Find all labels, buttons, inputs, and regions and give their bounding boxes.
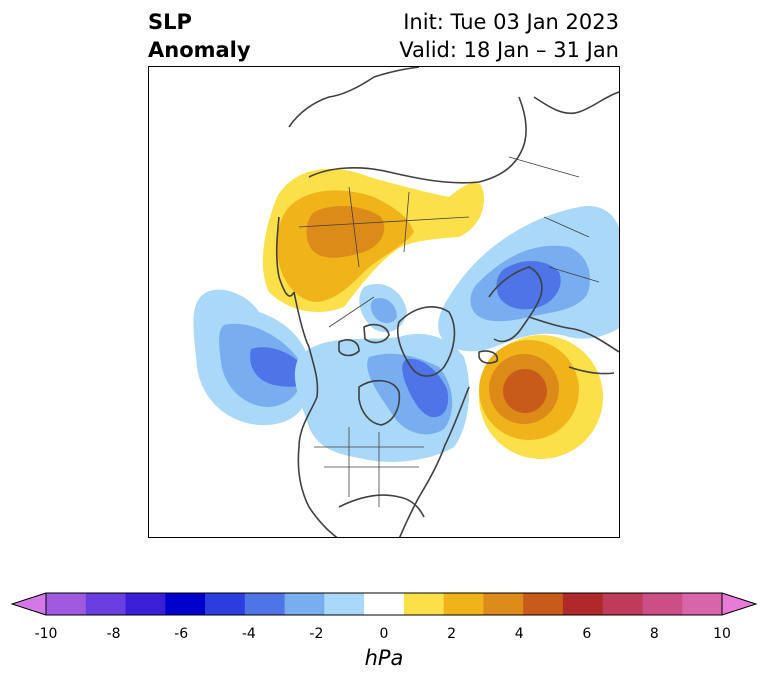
colorbar-outline <box>45 592 723 616</box>
title-line-2: Anomaly <box>148 38 251 62</box>
colorbar-tick-label: 6 <box>582 626 592 642</box>
colorbar-segment <box>483 593 524 615</box>
colorbar-tick-label: -8 <box>106 626 121 642</box>
colorbar-tick-label: -4 <box>241 626 256 642</box>
colorbar-tick-label: -6 <box>174 626 189 642</box>
colorbar-tick-label: 2 <box>447 626 457 642</box>
init-date: Init: Tue 03 Jan 2023 <box>403 10 619 34</box>
colorbar <box>10 592 758 616</box>
anomaly-map <box>148 66 620 538</box>
colorbar-segment <box>284 593 325 615</box>
colorbar-tick-label: 10 <box>713 626 731 642</box>
colorbar-segment <box>46 593 87 615</box>
colorbar-label: hPa <box>364 646 404 670</box>
colorbar-segment <box>205 593 246 615</box>
colorbar-segment <box>562 593 604 615</box>
colorbar-segment <box>364 593 405 615</box>
colorbar-segment <box>523 593 564 615</box>
colorbar-extend-high <box>722 593 756 615</box>
colorbar-left-extend <box>10 592 47 616</box>
borders <box>298 156 600 507</box>
colorbar-segment <box>165 593 206 615</box>
colorbar-tick-label: 8 <box>649 626 659 642</box>
colorbar-segment <box>403 593 445 615</box>
coastlines <box>275 67 619 537</box>
colorbar-segments <box>12 593 756 615</box>
negative-anomaly-gulf-of-alaska <box>193 289 310 426</box>
colorbar-segment <box>125 593 166 615</box>
colorbar-segment <box>324 593 365 615</box>
positive-anomaly-north-asia <box>262 168 485 312</box>
valid-range: Valid: 18 Jan – 31 Jan <box>399 38 619 62</box>
map-svg <box>193 67 619 537</box>
colorbar-segment <box>642 593 683 615</box>
colorbar-segment <box>443 593 484 615</box>
colorbar-tick-label: -10 <box>34 626 58 642</box>
title-line-1: SLP <box>148 10 192 34</box>
negative-anomaly-north-canada <box>294 283 470 462</box>
negative-anomaly-europe <box>438 206 619 352</box>
colorbar-tick-label: -2 <box>309 626 324 642</box>
positive-anomaly-north-atlantic <box>479 335 603 459</box>
map-title: SLP Anomaly <box>148 8 251 64</box>
colorbar-segment <box>244 593 286 615</box>
colorbar-segment <box>602 593 643 615</box>
colorbar-extend-low <box>12 593 46 615</box>
colorbar-tick-label: 4 <box>514 626 524 642</box>
colorbar-right-extend <box>721 592 758 616</box>
colorbar-segment <box>85 593 127 615</box>
colorbar-segment <box>682 593 723 615</box>
forecast-dates: Init: Tue 03 Jan 2023 Valid: 18 Jan – 31… <box>399 8 619 64</box>
colorbar-tick-label: 0 <box>379 626 389 642</box>
